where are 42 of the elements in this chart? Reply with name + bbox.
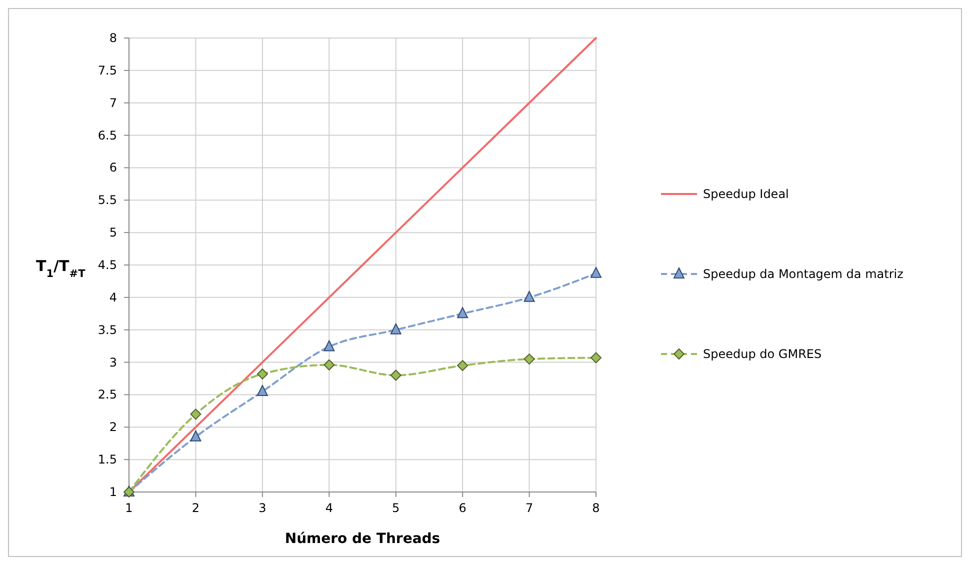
point xyxy=(590,266,602,278)
x-axis-title: Número de Threads xyxy=(284,531,440,547)
y-tick-label: 8 xyxy=(109,31,117,45)
legend-label: Speedup Ideal xyxy=(703,187,789,201)
x-tick-label: 7 xyxy=(525,501,534,515)
point xyxy=(524,354,535,365)
x-tick-label: 3 xyxy=(258,501,266,515)
y-tick-label: 4 xyxy=(109,290,117,304)
point xyxy=(256,368,268,380)
x-tick-label: 4 xyxy=(325,501,333,515)
point xyxy=(190,430,202,442)
y-tick-label: 7 xyxy=(109,96,117,110)
x-tick-label: 5 xyxy=(392,501,400,515)
y-tick-label: 5.5 xyxy=(98,193,117,208)
y-tick-label: 7.5 xyxy=(98,63,117,78)
point xyxy=(390,323,402,334)
x-tick-label: 6 xyxy=(458,501,466,515)
point xyxy=(256,384,268,396)
legend-label: Speedup da Montagem da matriz xyxy=(703,267,904,281)
y-tick-label: 1.5 xyxy=(98,452,117,467)
y-tick-label: 3 xyxy=(109,355,117,370)
x-tick-label: 1 xyxy=(125,501,133,515)
y-tick-label: 5 xyxy=(109,226,117,240)
legend-label: Speedup do GMRES xyxy=(703,347,822,361)
y-tick-label: 4.5 xyxy=(98,258,117,272)
y-axis-title: T$_{1}$/T$_{#T}$ xyxy=(36,257,86,280)
y-tick-label: 3.5 xyxy=(98,322,117,337)
point xyxy=(590,352,602,364)
point xyxy=(524,290,535,302)
point xyxy=(324,359,335,370)
x-tick-label: 2 xyxy=(192,501,200,515)
y-tick-label: 2.5 xyxy=(98,388,117,402)
y-tick-label: 1 xyxy=(109,485,117,499)
point xyxy=(390,370,402,381)
y-tick-label: 2 xyxy=(109,420,117,434)
y-tick-label: 6.5 xyxy=(98,128,117,142)
y-tick-label: 6 xyxy=(109,160,117,175)
point xyxy=(457,307,468,318)
point xyxy=(324,340,335,352)
point xyxy=(457,360,468,372)
x-tick-label: 8 xyxy=(592,501,600,515)
point xyxy=(190,408,202,420)
